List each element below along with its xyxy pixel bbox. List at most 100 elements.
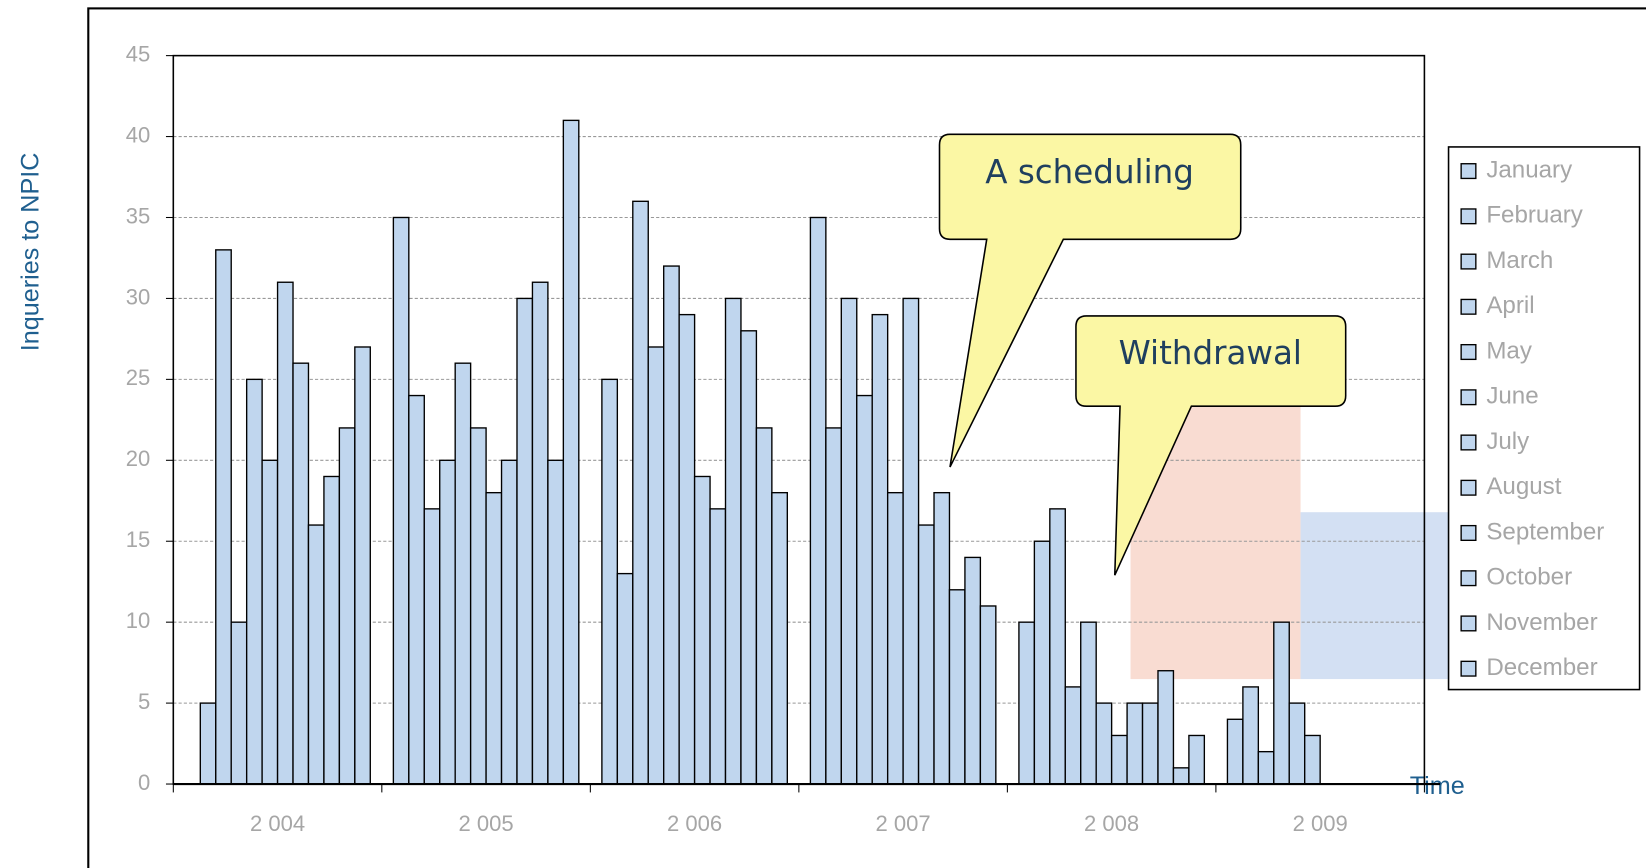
- bar: [547, 459, 565, 785]
- bar: [1226, 718, 1244, 785]
- legend-label: February: [1486, 202, 1583, 229]
- y-tick-label: 40: [126, 122, 151, 147]
- bar: [1141, 702, 1159, 785]
- y-tick-label: 35: [126, 203, 151, 228]
- callout-bubble: [1075, 315, 1347, 576]
- bar: [1095, 702, 1113, 785]
- y-tick-label: 20: [126, 446, 151, 471]
- legend-label: January: [1486, 156, 1573, 183]
- y-tick-label: 10: [126, 608, 151, 633]
- y-axis-label: Inqueries to NPIC: [16, 153, 44, 352]
- bar: [856, 394, 873, 785]
- bar: [809, 216, 827, 785]
- bar: [1080, 621, 1097, 785]
- bar: [632, 200, 649, 785]
- bar: [740, 330, 758, 785]
- legend-swatch: [1460, 208, 1477, 225]
- legend-swatch: [1460, 660, 1477, 677]
- bar: [562, 119, 580, 785]
- bar: [392, 216, 410, 785]
- bar: [902, 297, 920, 785]
- bar: [678, 313, 696, 785]
- bar: [755, 427, 773, 785]
- bar: [1172, 767, 1190, 785]
- bar: [531, 281, 549, 785]
- bar: [917, 524, 935, 785]
- legend-label: March: [1486, 247, 1553, 274]
- legend-swatch: [1460, 434, 1477, 451]
- legend: [1447, 146, 1641, 691]
- bar: [354, 346, 371, 785]
- bar: [709, 508, 727, 785]
- legend-label: June: [1486, 383, 1538, 410]
- bar: [485, 491, 503, 785]
- bar: [500, 459, 518, 785]
- bar: [338, 427, 356, 785]
- bar: [1033, 540, 1051, 785]
- bar: [771, 491, 788, 785]
- legend-label: November: [1486, 609, 1597, 636]
- bar: [1242, 686, 1260, 785]
- bar: [663, 265, 680, 785]
- after-region: [1300, 512, 1453, 680]
- y-tick-label: 0: [138, 770, 150, 795]
- bar: [199, 702, 217, 785]
- y-tick-label: 5: [138, 689, 150, 714]
- bar: [408, 394, 425, 785]
- bar: [1273, 621, 1290, 785]
- bar: [1110, 734, 1128, 785]
- bar: [1064, 686, 1082, 785]
- bar: [423, 508, 441, 785]
- frame: [87, 7, 1646, 868]
- legend-swatch: [1460, 479, 1477, 496]
- legend-swatch: [1460, 298, 1477, 315]
- bar: [292, 362, 310, 785]
- bar: [230, 621, 248, 785]
- bar: [871, 313, 889, 785]
- x-tick-label: 2 006: [667, 811, 722, 836]
- x-axis-label: Time: [1410, 772, 1465, 800]
- legend-label: April: [1486, 292, 1534, 319]
- legend-swatch: [1460, 615, 1477, 632]
- bar: [276, 281, 294, 785]
- legend-label: July: [1486, 428, 1530, 455]
- legend-label: August: [1486, 473, 1561, 500]
- bar: [1126, 702, 1144, 785]
- legend-swatch: [1460, 343, 1477, 361]
- bar: [469, 427, 487, 785]
- x-tick-label: 2 007: [876, 811, 931, 836]
- bar: [964, 556, 982, 785]
- x-tick-label: 2 008: [1084, 811, 1139, 836]
- legend-swatch: [1460, 253, 1477, 270]
- bar: [215, 249, 232, 785]
- bar: [245, 378, 263, 785]
- bar: [825, 427, 842, 785]
- legend-label: October: [1486, 564, 1572, 591]
- y-tick-label: 45: [126, 41, 151, 66]
- bar: [454, 362, 472, 785]
- legend-swatch: [1460, 163, 1477, 180]
- bar: [439, 459, 456, 785]
- y-tick-label: 25: [126, 365, 151, 390]
- plot: [173, 55, 1425, 785]
- bar: [1257, 750, 1275, 785]
- callout-bubble: [938, 133, 1242, 468]
- bar: [933, 491, 951, 785]
- legend-swatch: [1460, 570, 1477, 587]
- callout-text: A scheduling: [985, 153, 1194, 191]
- bar: [979, 605, 997, 785]
- bar: [601, 378, 619, 785]
- bar: [1288, 702, 1306, 785]
- bar: [647, 346, 665, 785]
- bar: [840, 297, 858, 785]
- legend-swatch: [1460, 524, 1477, 542]
- callout-text: Withdrawal: [1119, 334, 1302, 372]
- x-tick-label: 2 004: [250, 811, 305, 836]
- bar: [886, 491, 904, 785]
- bar: [307, 524, 325, 785]
- bar: [261, 459, 279, 785]
- legend-swatch: [1460, 389, 1477, 406]
- bar: [616, 572, 634, 785]
- bar: [1188, 734, 1206, 785]
